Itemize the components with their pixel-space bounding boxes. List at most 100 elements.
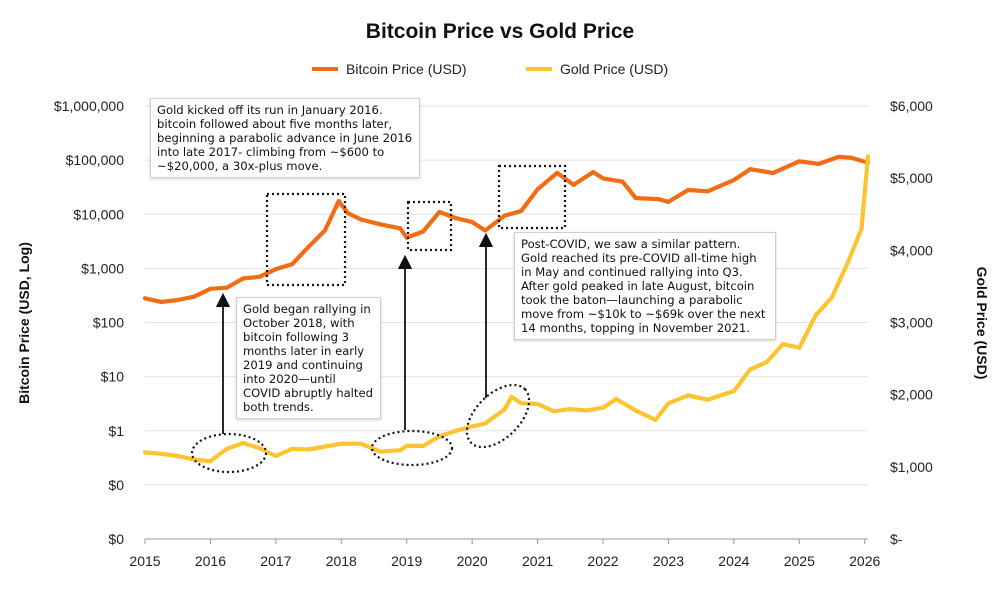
left-axis-title: Bitcoin Price (USD, Log) bbox=[16, 242, 32, 404]
bitcoin-data-point bbox=[705, 189, 710, 194]
gold-data-point bbox=[633, 408, 638, 413]
bitcoin-data-point bbox=[731, 177, 737, 183]
gold-data-point bbox=[483, 421, 488, 426]
gold-data-point bbox=[175, 453, 180, 459]
gold-data-point bbox=[705, 397, 710, 402]
bitcoin-data-point bbox=[470, 219, 475, 225]
x-tick-label: 2015 bbox=[129, 553, 160, 569]
gold-data-point bbox=[339, 441, 344, 446]
annotation-2020: Post-COVID, we saw a similar pattern. Go… bbox=[514, 232, 776, 340]
x-tick-label: 2023 bbox=[653, 553, 684, 569]
gold-data-point bbox=[224, 446, 229, 451]
highlight-box-2016-2017 bbox=[265, 192, 347, 287]
right-tick-label: $2,000 bbox=[890, 387, 933, 403]
highlight-ellipse-gold-2019 bbox=[370, 429, 454, 467]
gold-data-point bbox=[568, 407, 573, 412]
bitcoin-data-point bbox=[290, 262, 295, 267]
bitcoin-data-point bbox=[322, 228, 327, 233]
gold-data-point bbox=[421, 443, 426, 448]
gold-data-point bbox=[502, 407, 507, 412]
bitcoin-data-point bbox=[849, 155, 854, 160]
gold-data-point bbox=[764, 360, 769, 365]
right-tick-label: $1,000 bbox=[890, 459, 933, 475]
left-tick-label: $100 bbox=[93, 315, 124, 331]
legend: Bitcoin Price (USD) Gold Price (USD) bbox=[312, 61, 668, 77]
x-tick-label: 2020 bbox=[457, 553, 488, 569]
gold-data-point bbox=[404, 443, 409, 448]
bitcoin-data-point bbox=[836, 154, 841, 159]
right-axis-ticks: $- $1,000 $2,000 $3,000 $4,000 $5,000 $6,000 bbox=[890, 98, 933, 547]
bitcoin-data-point bbox=[519, 208, 524, 214]
left-tick-label: $1 bbox=[108, 423, 124, 439]
gold-data-point bbox=[378, 449, 383, 454]
gold-data-point bbox=[142, 450, 148, 455]
right-tick-label: $5,000 bbox=[890, 170, 933, 186]
highlight-box-2019 bbox=[406, 200, 453, 252]
chart-title: Bitcoin Price vs Gold Price bbox=[366, 20, 634, 43]
series-layer bbox=[142, 154, 871, 464]
gold-data-point bbox=[358, 441, 363, 446]
right-tick-label: $6,000 bbox=[890, 98, 933, 114]
x-tick-label: 2022 bbox=[587, 553, 618, 569]
x-tick-label: 2018 bbox=[326, 553, 357, 569]
left-tick-label: $10 bbox=[101, 369, 125, 385]
bitcoin-data-point bbox=[571, 182, 576, 187]
gold-data-point bbox=[813, 313, 818, 318]
left-axis-ticks: $0 $0 $1 $10 $100 $1,000 $10,000 $100,000 $1,000… bbox=[54, 98, 124, 547]
annotation-2016: Gold kicked off its run in January 2016.… bbox=[150, 98, 420, 178]
x-tick-label: 2019 bbox=[391, 553, 422, 569]
bitcoin-data-point bbox=[336, 199, 341, 204]
left-tick-label: $0 bbox=[108, 477, 124, 493]
highlight-ellipse-gold-2020 bbox=[465, 383, 531, 449]
x-tick-label: 2016 bbox=[195, 553, 226, 569]
gold-data-point bbox=[322, 444, 327, 449]
left-tick-label: $10,000 bbox=[73, 206, 124, 222]
gold-data-point bbox=[535, 401, 540, 407]
left-tick-label: $1,000,000 bbox=[54, 98, 124, 114]
bitcoin-data-point bbox=[453, 216, 458, 221]
bitcoin-data-point bbox=[398, 226, 403, 231]
bitcoin-data-point bbox=[483, 228, 488, 233]
bitcoin-data-point bbox=[224, 285, 229, 290]
bitcoin-data-point bbox=[666, 199, 671, 204]
annotation-2018: Gold began rallying in October 2018, wit… bbox=[236, 297, 381, 419]
x-tick-label: 2024 bbox=[718, 553, 749, 569]
bitcoin-data-point bbox=[437, 209, 442, 215]
bitcoin-data-point bbox=[421, 229, 426, 234]
gold-data-point bbox=[859, 226, 864, 231]
x-tick-label: 2017 bbox=[260, 553, 291, 569]
highlight-box-2020-2021 bbox=[497, 164, 567, 230]
gold-data-point bbox=[666, 401, 671, 406]
bitcoin-data-point bbox=[378, 222, 383, 227]
bitcoin-data-point bbox=[816, 161, 822, 166]
arrows bbox=[215, 232, 494, 434]
gold-data-point bbox=[846, 259, 851, 264]
bitcoin-data-point bbox=[159, 299, 164, 304]
bitcoin-data-point bbox=[633, 195, 638, 201]
highlight-regions bbox=[190, 164, 567, 474]
right-tick-label: $3,000 bbox=[890, 315, 933, 331]
gold-data-point bbox=[614, 396, 619, 402]
bitcoin-data-point bbox=[535, 187, 540, 192]
bitcoin-data-point bbox=[192, 294, 197, 299]
bitcoin-data-point bbox=[273, 267, 278, 272]
gold-data-point bbox=[686, 393, 691, 398]
gold-data-point bbox=[718, 393, 723, 398]
gold-data-point bbox=[748, 367, 753, 372]
gold-data-point bbox=[290, 446, 295, 451]
left-tick-label: $1,000 bbox=[81, 260, 124, 276]
bitcoin-data-point bbox=[175, 297, 180, 303]
right-tick-label: $4,000 bbox=[890, 242, 933, 258]
bitcoin-data-point bbox=[306, 244, 311, 249]
bitcoin-data-point bbox=[142, 296, 148, 301]
gold-data-point bbox=[780, 342, 786, 347]
x-tick-label: 2025 bbox=[784, 553, 815, 569]
right-axis-title: Gold Price (USD) bbox=[974, 267, 990, 380]
left-tick-label: $100,000 bbox=[66, 152, 125, 168]
highlight-ellipse-gold-2016 bbox=[190, 432, 268, 474]
gold-data-point bbox=[159, 451, 164, 456]
bitcoin-data-point bbox=[502, 213, 507, 218]
x-axis-ticks: 2015 2016 2017 2018 2019 2020 2021 2022 2023 2024… bbox=[129, 538, 881, 569]
